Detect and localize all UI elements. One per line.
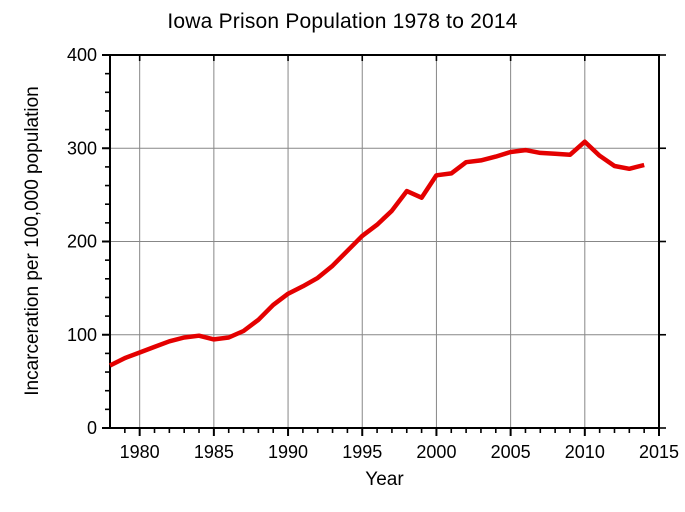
x-tick-label: 2000 [416,442,456,462]
plot-frame [109,54,660,429]
y-tick-label: 100 [67,325,97,345]
y-tick-label: 300 [67,138,97,158]
chart-title: Iowa Prison Population 1978 to 2014 [167,10,518,33]
y-tick-label: 400 [67,45,97,65]
y-tick-label: 0 [87,418,97,438]
y-axis-title: Incarceration per 100,000 population [22,86,43,396]
x-tick-label: 2005 [491,442,531,462]
x-tick-label: 1990 [268,442,308,462]
data-line [108,139,645,368]
x-tick-label: 2015 [639,442,679,462]
x-tick-label: 1995 [342,442,382,462]
x-tick-label: 1985 [194,442,234,462]
x-tick-label: 1980 [120,442,160,462]
y-tick-label: 200 [67,232,97,252]
x-tick-label: 2010 [565,442,605,462]
x-axis-title: Year [365,469,404,490]
